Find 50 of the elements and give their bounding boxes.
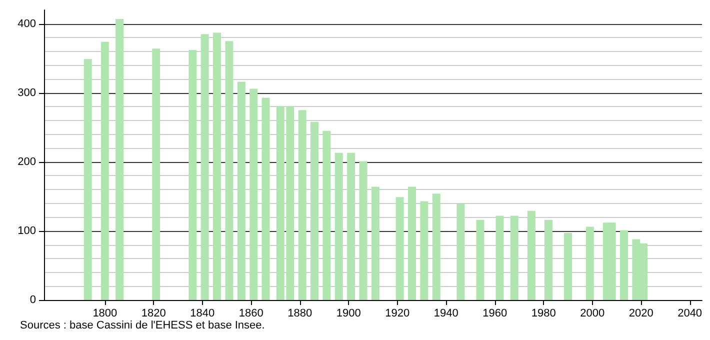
- bar: [298, 110, 306, 300]
- bar: [408, 186, 416, 300]
- bar: [250, 88, 258, 300]
- bar: [322, 130, 331, 300]
- x-tick-label: 1920: [385, 308, 410, 320]
- bar: [334, 152, 343, 300]
- bar: [152, 48, 160, 300]
- bar: [476, 220, 484, 300]
- bar: [527, 210, 536, 300]
- bar: [496, 216, 504, 300]
- y-tick-label: 0: [30, 294, 36, 306]
- y-tick-label: 300: [18, 86, 36, 99]
- bar: [200, 34, 209, 300]
- bar: [225, 41, 234, 300]
- bar: [100, 42, 109, 300]
- y-tick-label: 400: [18, 18, 36, 30]
- bar: [586, 226, 594, 300]
- x-tick-label: 1860: [238, 308, 264, 320]
- bar: [188, 50, 197, 300]
- bar: [564, 233, 572, 300]
- bar: [347, 152, 356, 300]
- bar: [310, 122, 319, 300]
- x-tick-label: 1960: [482, 308, 508, 320]
- x-tick-label: 2020: [628, 308, 654, 320]
- bar: [359, 161, 368, 300]
- bar: [544, 220, 552, 300]
- bar: [213, 32, 222, 300]
- y-tick-label: 200: [18, 156, 36, 168]
- x-tick-label: 1840: [190, 308, 215, 320]
- bar: [432, 194, 440, 300]
- bar: [116, 18, 124, 300]
- source-note: Sources : base Cassini de l'EHESS et base Insee.: [20, 320, 265, 332]
- bar: [510, 216, 518, 300]
- x-tick-label: 1800: [92, 308, 118, 320]
- bar: [420, 201, 428, 300]
- x-tick-label: 1980: [531, 308, 556, 320]
- x-tick-label: 2040: [678, 308, 702, 320]
- bar: [237, 82, 246, 300]
- bar: [620, 230, 628, 300]
- x-tick-label: 1820: [141, 308, 166, 320]
- bar: [371, 186, 380, 300]
- x-tick-label: 2000: [580, 308, 605, 320]
- bar: [84, 59, 92, 300]
- x-tick-label: 1900: [336, 308, 361, 320]
- bar: [262, 98, 270, 300]
- x-tick-label: 1940: [434, 308, 458, 320]
- bar: [456, 204, 465, 300]
- y-tick-label: 100: [18, 224, 36, 237]
- x-tick-label: 1880: [288, 308, 312, 320]
- bar: [396, 197, 404, 300]
